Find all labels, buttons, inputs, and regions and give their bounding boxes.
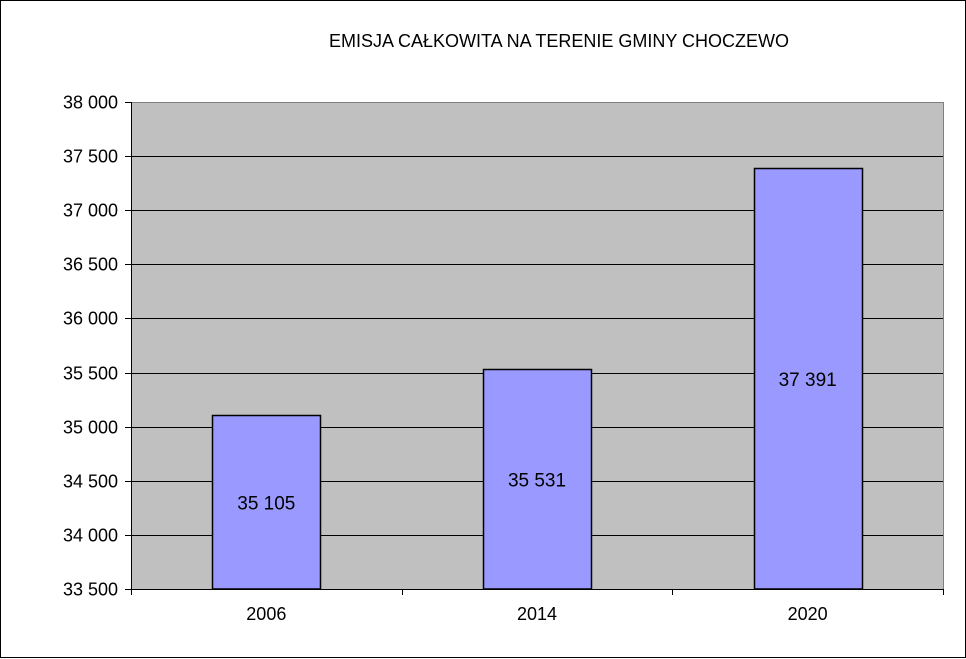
y-tick-label: 35 000: [63, 418, 118, 438]
axes: [125, 102, 944, 595]
y-tick-label: 37 500: [63, 147, 118, 167]
y-tick-label: 34 000: [63, 526, 118, 546]
bar: [211, 414, 322, 590]
bars: [211, 167, 864, 590]
data-label: 37 391: [779, 370, 837, 391]
y-tick-label: 38 000: [63, 93, 118, 113]
labels: 33 500 34 000 34 500 35 000 35 500 36 000 36 5…: [63, 93, 837, 625]
y-tick-label: 35 500: [63, 364, 118, 384]
y-tick-label: 33 500: [63, 580, 118, 600]
y-tick-label: 37 000: [63, 201, 118, 221]
data-label: 35 105: [237, 493, 295, 514]
x-tick-label: 2006: [246, 604, 286, 624]
x-tick-label: 2014: [517, 604, 557, 624]
data-label: 35 531: [508, 470, 566, 491]
bar: [753, 167, 864, 590]
y-tick-label: 36 000: [63, 309, 118, 329]
y-tick-label: 34 500: [63, 472, 118, 492]
y-tick-label: 36 500: [63, 255, 118, 275]
bar: [482, 368, 593, 590]
chart-title: EMISJA CAŁKOWITA NA TERENIE GMINY CHOCZE…: [329, 31, 789, 51]
x-tick-label: 2020: [788, 604, 828, 624]
